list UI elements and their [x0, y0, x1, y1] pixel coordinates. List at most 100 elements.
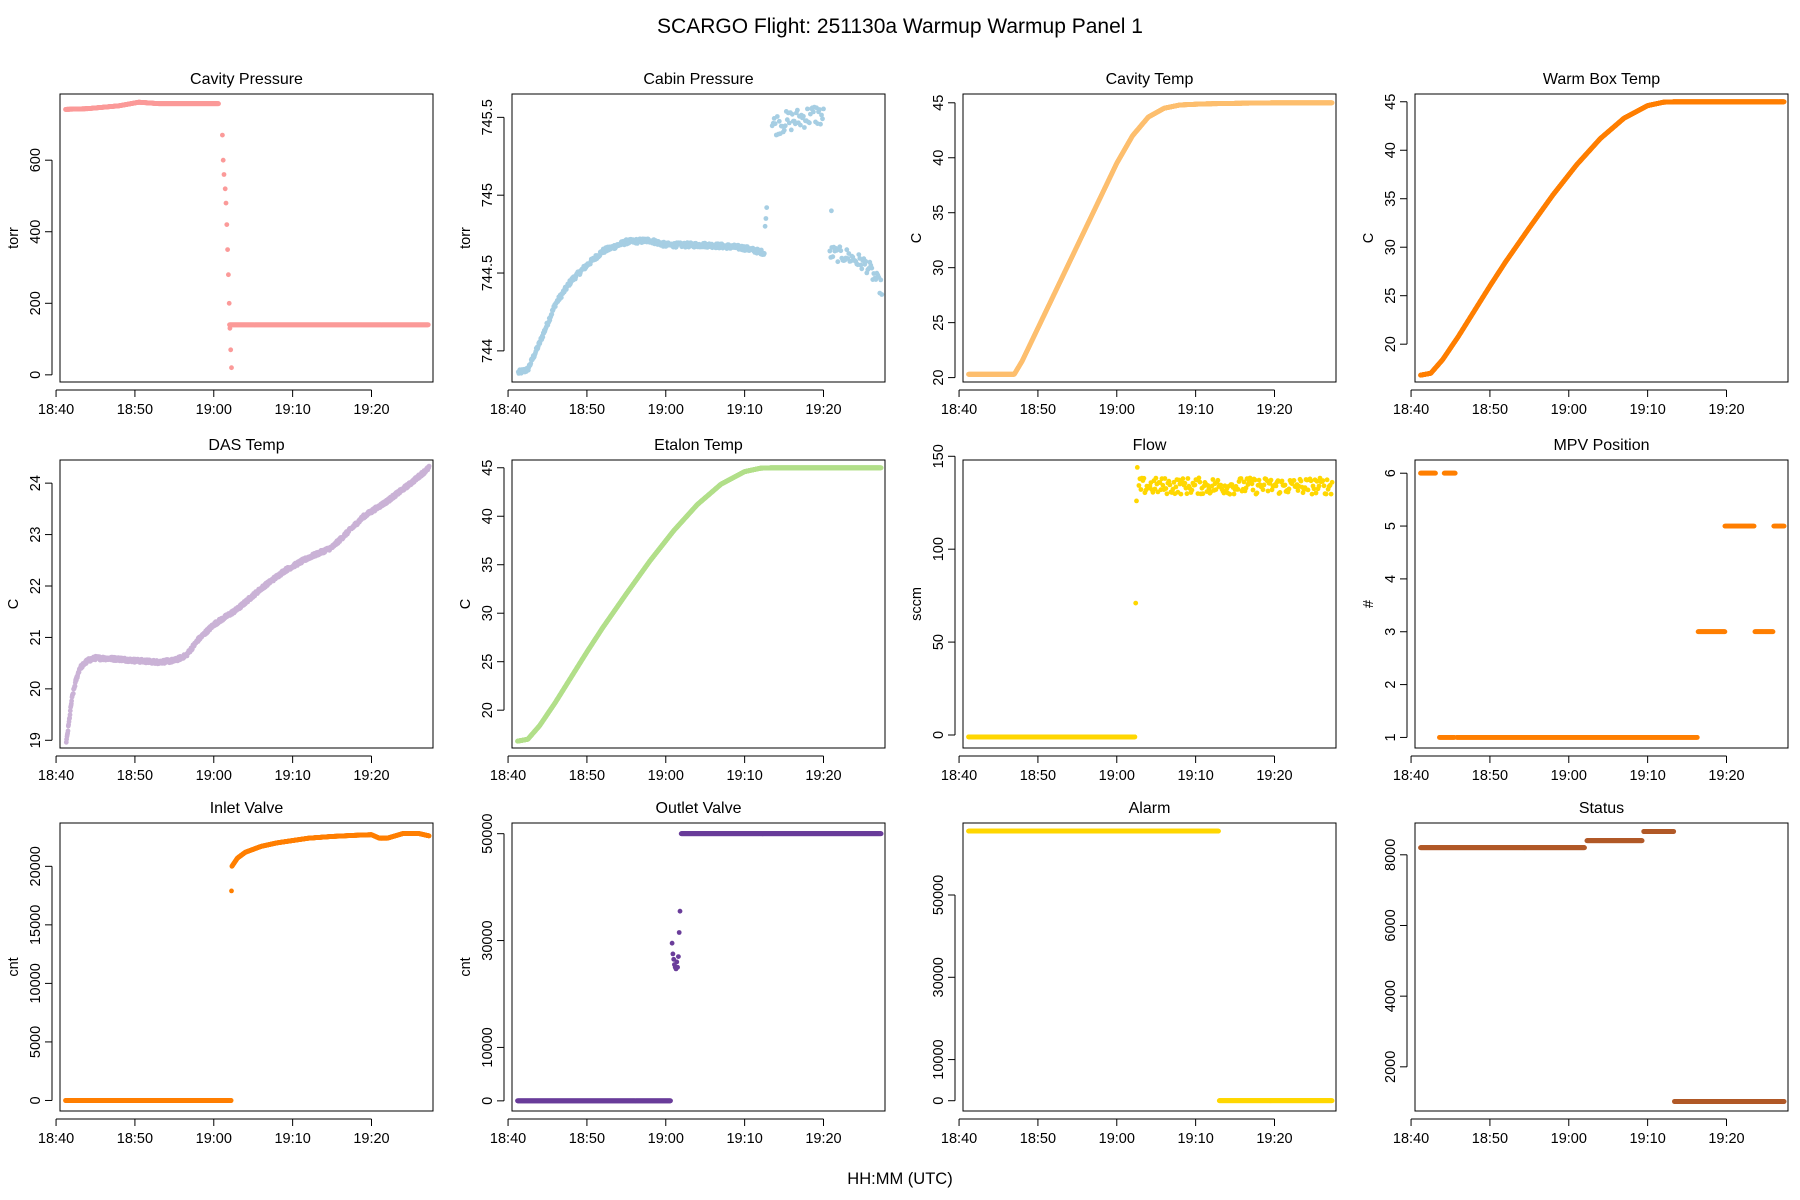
panel-title: Cabin Pressure [643, 71, 753, 88]
y-tick-label: 200 [28, 291, 44, 315]
data-points [1418, 99, 1787, 378]
data-point [878, 277, 884, 283]
data-point [764, 205, 770, 211]
y-tick-label: 30 [1383, 239, 1399, 255]
data-point [798, 122, 803, 128]
data-point [216, 101, 221, 107]
data-point [820, 116, 825, 122]
data-point [229, 365, 234, 371]
data-point [425, 322, 431, 328]
figure-xlabel: HH:MM (UTC) [847, 1170, 952, 1188]
data-point [829, 208, 834, 214]
x-tick-label: 19:20 [805, 402, 841, 418]
x-tick-label: 19:10 [274, 402, 310, 418]
x-tick-label: 18:50 [1020, 402, 1056, 418]
data-point [782, 123, 788, 129]
y-axis-label: C [1361, 233, 1377, 243]
y-tick-label: 745 [480, 183, 496, 207]
x-tick-label: 18:50 [117, 402, 153, 418]
data-point [224, 222, 230, 228]
data-point [223, 200, 229, 206]
data-point [221, 172, 227, 177]
x-tick-label: 19:00 [1099, 402, 1135, 418]
data-point [226, 300, 232, 306]
x-tick-label: 18:40 [941, 402, 977, 418]
x-tick-label: 18:40 [1393, 402, 1429, 418]
y-tick-label: 20 [1383, 336, 1399, 352]
y-tick-label: 600 [28, 148, 44, 172]
data-point [226, 272, 231, 278]
y-tick-label: 45 [1383, 94, 1399, 110]
panel-title: Cavity Temp [1106, 71, 1194, 88]
x-tick-label: 18:50 [1472, 402, 1508, 418]
plot-frame [511, 93, 886, 383]
panel-title: Cavity Pressure [190, 71, 303, 88]
y-tick-label: 400 [28, 220, 44, 244]
data-point [220, 132, 225, 138]
x-tick-label: 18:40 [38, 402, 74, 418]
data-point [838, 248, 844, 254]
data-point [1329, 100, 1335, 106]
y-tick-label: 20 [931, 370, 947, 386]
x-tick-label: 19:10 [1629, 402, 1665, 418]
y-tick-label: 25 [1383, 288, 1399, 304]
data-point [879, 292, 885, 297]
y-tick-label: 25 [931, 315, 947, 331]
y-axis-label: torr [6, 227, 22, 249]
data-point [788, 127, 794, 133]
y-tick-label: 35 [1383, 191, 1399, 207]
x-tick-label: 19:20 [1708, 402, 1744, 418]
data-point [802, 125, 807, 130]
data-point [859, 266, 865, 272]
data-point [807, 120, 812, 126]
x-tick-label: 19:00 [1551, 402, 1587, 418]
data-point [869, 265, 875, 271]
x-tick-label: 19:00 [196, 402, 232, 418]
panel-cavity-pressure: Cavity Pressure torr 18:40 18:50 19:00 19:10 1… [6, 71, 434, 418]
data-points [966, 100, 1335, 377]
y-axis-label: C [909, 233, 925, 243]
data-point [762, 223, 768, 229]
data-point [781, 127, 787, 133]
plot-frame [59, 93, 434, 383]
figure-title: SCARGO Flight: 251130a Warmup Warmup Pan… [657, 15, 1143, 38]
y-tick-label: 35 [931, 205, 947, 221]
data-point [222, 186, 228, 192]
y-tick-label: 0 [28, 371, 44, 379]
x-tick-label: 18:40 [490, 402, 526, 418]
x-tick-label: 19:10 [726, 402, 762, 418]
data-point [774, 114, 780, 119]
plot-frame [962, 93, 1337, 383]
data-point [763, 216, 769, 221]
panel-title: Warm Box Temp [1543, 71, 1660, 88]
data-point [801, 113, 806, 119]
data-point [789, 111, 795, 117]
data-point [228, 347, 234, 353]
data-point [811, 109, 816, 115]
data-points [515, 104, 885, 376]
y-tick-label: 744 [480, 339, 496, 363]
data-point [225, 247, 231, 253]
x-tick-label: 19:10 [1177, 402, 1213, 418]
panel-cabin-pressure: Cabin Pressure torr 18:40 18:50 19:00 19:10 19… [458, 71, 886, 418]
x-tick-label: 19:20 [353, 402, 389, 418]
data-point [761, 251, 767, 256]
y-tick-label: 45 [931, 95, 947, 111]
data-points [63, 99, 431, 371]
data-point [818, 121, 823, 127]
panels: Cavity Pressure torr 18:40 18:50 19:00 19:10 1… [6, 71, 1789, 1147]
x-tick-label: 19:20 [1256, 402, 1292, 418]
y-tick-label: 40 [1383, 142, 1399, 158]
x-tick-label: 19:00 [648, 402, 684, 418]
y-tick-label: 745.5 [480, 99, 496, 135]
x-tick-label: 18:50 [569, 402, 605, 418]
panel-warm-box-temp: Warm Box Temp C 18:40 18:50 19:00 19:10 19:20 2… [1361, 71, 1789, 418]
y-tick-label: 40 [931, 150, 947, 166]
data-point [772, 121, 778, 127]
panel-cavity-temp: Cavity Temp C 18:40 18:50 19:00 19:10 19:20 20 2… [909, 71, 1337, 418]
data-point [795, 107, 800, 113]
y-axis-label: torr [458, 227, 474, 249]
data-point [830, 254, 836, 260]
y-tick-label: 30 [931, 260, 947, 276]
